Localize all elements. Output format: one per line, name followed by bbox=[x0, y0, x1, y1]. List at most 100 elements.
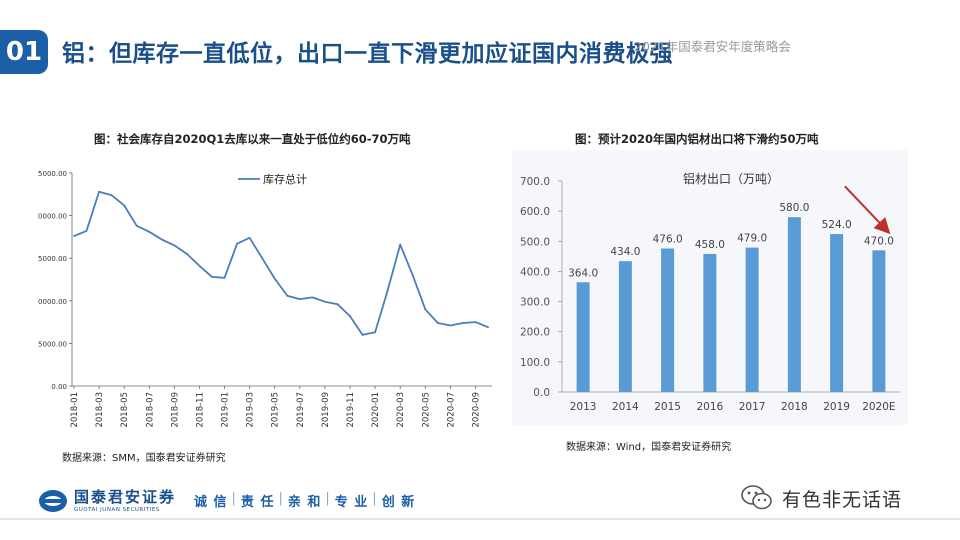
x-tick-label: 2013 bbox=[570, 401, 597, 413]
slogan-separator: | bbox=[231, 491, 237, 506]
x-tick-label: 2018-07 bbox=[145, 392, 155, 428]
inventory-data-point bbox=[399, 243, 402, 246]
event-name: 2021年国泰君安年度策略会 bbox=[634, 39, 791, 54]
page-title: 铝：但库存一直低位，出口一直下滑更加应证国内消费极强 bbox=[62, 41, 673, 67]
export-bar bbox=[872, 250, 886, 392]
inventory-data-point bbox=[123, 204, 126, 207]
bar-value-label: 364.0 bbox=[568, 267, 598, 279]
inventory-data-point bbox=[374, 331, 376, 334]
y-tick-label: 25000.00 bbox=[38, 170, 67, 178]
slogan-separator: | bbox=[372, 491, 378, 506]
inventory-data-point bbox=[135, 224, 138, 227]
left-chart-panel: 0.00 5000.00 10000.00 15000.00 20000.00 25000… bbox=[34, 160, 498, 440]
right-chart-title: 图：预计2020年国内铝材出口将下滑约50万吨 bbox=[575, 132, 819, 146]
bar-chart-title: 铝材出口（万吨） bbox=[683, 171, 779, 186]
inventory-data-point bbox=[449, 324, 452, 327]
x-tick-label: 2019 bbox=[823, 401, 850, 413]
x-tick-label: 2020E bbox=[862, 401, 895, 413]
y-tick-label: 10000.00 bbox=[38, 298, 67, 306]
export-bar bbox=[830, 234, 844, 392]
y-tick-label: 0.0 bbox=[533, 387, 550, 399]
right-chart-source: 数据来源：Wind，国泰君安证券研究 bbox=[566, 442, 732, 453]
bar-value-label: 476.0 bbox=[653, 234, 683, 246]
inventory-data-point bbox=[110, 194, 113, 197]
inventory-series-line bbox=[73, 190, 489, 336]
x-tick-label: 2019-07 bbox=[296, 392, 306, 428]
inventory-data-point bbox=[236, 242, 238, 245]
slogan-item: 专 业 bbox=[334, 495, 369, 510]
company-slogan: 诚 信 | 责 任 | 亲 和 | 专 业 | 创 新 bbox=[194, 491, 415, 510]
x-tick-label: 2019-03 bbox=[246, 392, 256, 428]
y-tick-label: 700.0 bbox=[520, 176, 550, 188]
x-tick-label: 2014 bbox=[612, 401, 639, 413]
slogan-separator: | bbox=[278, 491, 284, 506]
inventory-data-point bbox=[248, 236, 251, 239]
x-tick-label: 2019-01 bbox=[221, 392, 231, 428]
slogan-separator: | bbox=[325, 491, 331, 506]
inventory-data-point bbox=[261, 257, 264, 260]
section-number-badge: 01 bbox=[0, 30, 48, 74]
inventory-data-point bbox=[273, 277, 276, 280]
right-chart-panel: 铝材出口（万吨） 0.0 100.0 200.0 300.0 400.0 500.0 600.… bbox=[512, 150, 908, 425]
inventory-data-point bbox=[462, 322, 464, 324]
x-tick-label: 2019-09 bbox=[321, 392, 331, 428]
inventory-data-point bbox=[386, 289, 389, 292]
bar-value-label: 580.0 bbox=[779, 202, 809, 214]
y-tick-label: 400.0 bbox=[520, 266, 550, 278]
x-tick-label: 2020-09 bbox=[471, 392, 481, 428]
y-tick-label: 15000.00 bbox=[38, 255, 67, 263]
export-bar bbox=[787, 217, 801, 392]
y-tick-label: 500.0 bbox=[520, 236, 550, 248]
x-tick-label: 2018 bbox=[781, 401, 808, 413]
export-bar bbox=[576, 282, 590, 392]
left-chart-source: 数据来源：SMM，国泰君安证券研究 bbox=[62, 453, 226, 464]
x-tick-label: 2018-03 bbox=[95, 392, 105, 428]
bar-value-label: 470.0 bbox=[864, 235, 894, 247]
inventory-line-chart: 0.00 5000.00 10000.00 15000.00 20000.00 25000… bbox=[34, 170, 492, 428]
y-tick-label: 20000.00 bbox=[38, 213, 67, 221]
y-tick-label: 300.0 bbox=[520, 297, 550, 309]
x-tick-label: 2018-11 bbox=[195, 392, 205, 428]
slogan-item: 创 新 bbox=[381, 495, 416, 510]
slogan-item: 责 任 bbox=[240, 495, 275, 510]
watermark-text: 有色非无话语 bbox=[782, 488, 903, 511]
inventory-data-point bbox=[211, 276, 213, 278]
bar-value-label: 458.0 bbox=[695, 239, 725, 251]
x-tick-label: 2019-05 bbox=[271, 392, 281, 428]
inventory-data-point bbox=[186, 253, 188, 255]
inventory-data-point bbox=[474, 321, 477, 323]
inventory-data-point bbox=[436, 322, 439, 324]
x-tick-label: 2016 bbox=[697, 401, 724, 413]
y-tick-label: 200.0 bbox=[520, 327, 550, 339]
export-bar-chart: 铝材出口（万吨） 0.0 100.0 200.0 300.0 400.0 500.0 600.… bbox=[520, 171, 900, 413]
x-tick-label: 2018-01 bbox=[70, 392, 80, 428]
inventory-data-point bbox=[336, 303, 339, 306]
inventory-data-point bbox=[73, 235, 75, 237]
bar-value-label: 524.0 bbox=[822, 219, 852, 231]
logo-name-en: GUOTAI JUNAN SECURITIES bbox=[74, 506, 160, 513]
inventory-data-point bbox=[487, 326, 489, 329]
export-bar bbox=[745, 247, 759, 392]
left-chart-title: 图：社会库存自2020Q1去库以来一直处于低位约60-70万吨 bbox=[94, 132, 411, 146]
inventory-data-point bbox=[411, 274, 414, 277]
inventory-data-point bbox=[424, 308, 427, 311]
x-tick-label: 2020-05 bbox=[421, 392, 431, 428]
company-logo: 国泰君安证券 GUOTAI JUNAN SECURITIES bbox=[38, 486, 176, 516]
x-tick-label: 2018-09 bbox=[170, 392, 180, 428]
x-tick-label: 2015 bbox=[654, 401, 681, 413]
wechat-icon bbox=[741, 485, 772, 510]
x-tick-label: 2020-03 bbox=[396, 392, 406, 428]
inventory-data-point bbox=[98, 190, 100, 193]
x-tick-label: 2020-07 bbox=[446, 392, 456, 428]
inventory-data-point bbox=[298, 298, 301, 300]
logo-name-cn: 国泰君安证券 bbox=[74, 487, 177, 506]
y-tick-label: 0.00 bbox=[51, 383, 67, 391]
legend-label: 库存总计 bbox=[263, 172, 307, 186]
x-tick-label: 2019-11 bbox=[346, 392, 356, 428]
slogan-item: 诚 信 bbox=[194, 495, 228, 510]
x-tick-label: 2018-05 bbox=[120, 392, 130, 428]
inventory-data-point bbox=[160, 238, 163, 241]
inventory-data-point bbox=[361, 333, 364, 336]
y-tick-label: 100.0 bbox=[520, 357, 550, 369]
inventory-data-point bbox=[85, 230, 88, 232]
